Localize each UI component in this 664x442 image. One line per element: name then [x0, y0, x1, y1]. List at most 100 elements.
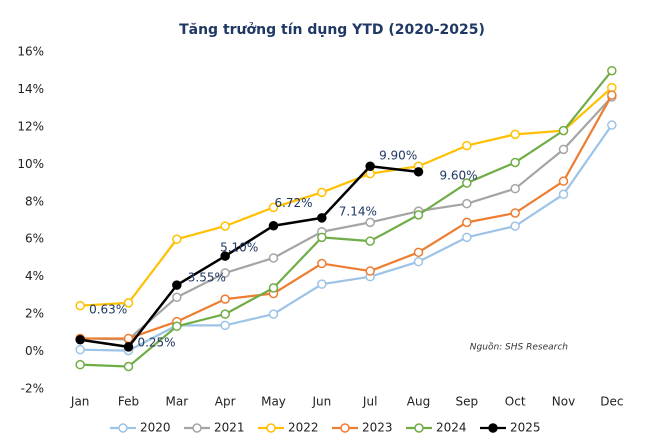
- point: [510, 221, 520, 231]
- x-tick-label: Feb: [118, 395, 139, 409]
- point: [317, 232, 327, 243]
- point: [75, 344, 85, 355]
- legend-label: 2022: [288, 421, 319, 435]
- point: [220, 320, 230, 331]
- y-tick-label: 8%: [25, 194, 44, 208]
- y-tick-label: 12%: [17, 119, 44, 133]
- data-label: 0.25%: [137, 335, 175, 349]
- point: [365, 266, 375, 276]
- point: [220, 294, 230, 304]
- x-tick-label: Aug: [407, 395, 430, 409]
- point: [558, 176, 569, 186]
- point: [558, 125, 569, 136]
- legend-label: 2024: [436, 421, 467, 435]
- source-note: Nguồn: SHS Research: [470, 342, 568, 353]
- point: [268, 220, 279, 231]
- legend-label: 2025: [510, 421, 541, 435]
- point: [268, 202, 279, 213]
- point: [172, 321, 182, 332]
- point: [268, 283, 279, 293]
- point: [365, 236, 375, 246]
- series-line: [80, 70, 613, 368]
- data-label: 9.90%: [379, 149, 417, 163]
- x-tick-label: Apr: [215, 395, 236, 409]
- point: [268, 253, 279, 263]
- data-label: 0.63%: [89, 302, 127, 316]
- point: [462, 198, 472, 209]
- point: [220, 309, 230, 319]
- point: [172, 234, 182, 244]
- point: [462, 140, 472, 151]
- point: [607, 90, 617, 100]
- point: [220, 251, 230, 261]
- point: [172, 292, 182, 303]
- point: [365, 217, 375, 228]
- x-tick-label: Jun: [311, 395, 331, 409]
- legend-marker: [340, 423, 350, 433]
- chart-title: Tăng trưởng tín dụng YTD (2020-2025): [179, 22, 485, 38]
- y-tick-label: 14%: [17, 82, 44, 96]
- series-line: [80, 124, 613, 352]
- legend-marker: [192, 423, 202, 433]
- point: [558, 189, 569, 200]
- data-label: 3.55%: [188, 271, 226, 285]
- legend-marker: [488, 423, 498, 433]
- point: [317, 187, 327, 198]
- point: [607, 120, 617, 130]
- legend-label: 2020: [140, 421, 171, 435]
- data-label: 7.14%: [339, 204, 377, 218]
- point: [317, 213, 327, 223]
- point: [220, 268, 230, 278]
- point: [510, 129, 520, 140]
- point: [75, 300, 85, 311]
- legend-marker: [414, 423, 424, 433]
- series-line: [80, 94, 613, 340]
- point: [123, 361, 134, 372]
- point: [510, 183, 520, 194]
- point: [75, 335, 85, 345]
- point: [413, 256, 424, 267]
- point: [123, 298, 134, 308]
- y-tick-label: 0%: [25, 344, 44, 358]
- point: [220, 221, 230, 231]
- data-label: 6.72%: [274, 196, 312, 210]
- y-tick-label: 2%: [25, 307, 44, 321]
- point: [172, 280, 182, 290]
- y-tick-label: 16%: [17, 45, 44, 59]
- data-label: 9.60%: [439, 168, 477, 182]
- data-label: 5.10%: [220, 241, 258, 255]
- x-tick-label: Jul: [362, 395, 377, 409]
- point: [123, 333, 134, 344]
- series-line: [80, 86, 613, 307]
- point: [413, 210, 424, 220]
- point: [413, 167, 424, 177]
- legend-marker: [118, 423, 128, 433]
- x-tick-label: Mar: [166, 395, 189, 409]
- point: [268, 309, 279, 319]
- x-tick-label: Dec: [600, 395, 623, 409]
- point: [462, 217, 472, 228]
- point: [75, 359, 85, 370]
- x-tick-label: Nov: [552, 395, 575, 409]
- x-tick-label: Jan: [70, 395, 90, 409]
- point: [317, 258, 327, 269]
- legend-label: 2021: [214, 421, 245, 435]
- point: [510, 157, 520, 168]
- point: [413, 247, 424, 258]
- point: [462, 232, 472, 243]
- x-tick-label: Sep: [456, 395, 479, 409]
- y-tick-label: -2%: [21, 382, 44, 396]
- point: [123, 342, 134, 352]
- legend-label: 2023: [362, 421, 393, 435]
- y-tick-label: 6%: [25, 232, 44, 246]
- x-tick-label: Oct: [505, 395, 526, 409]
- series-line: [79, 164, 419, 349]
- point: [365, 161, 375, 171]
- point: [607, 65, 617, 76]
- point: [462, 178, 472, 188]
- y-tick-label: 10%: [17, 157, 44, 171]
- point: [510, 208, 520, 218]
- y-tick-label: 4%: [25, 269, 44, 283]
- point: [317, 279, 327, 289]
